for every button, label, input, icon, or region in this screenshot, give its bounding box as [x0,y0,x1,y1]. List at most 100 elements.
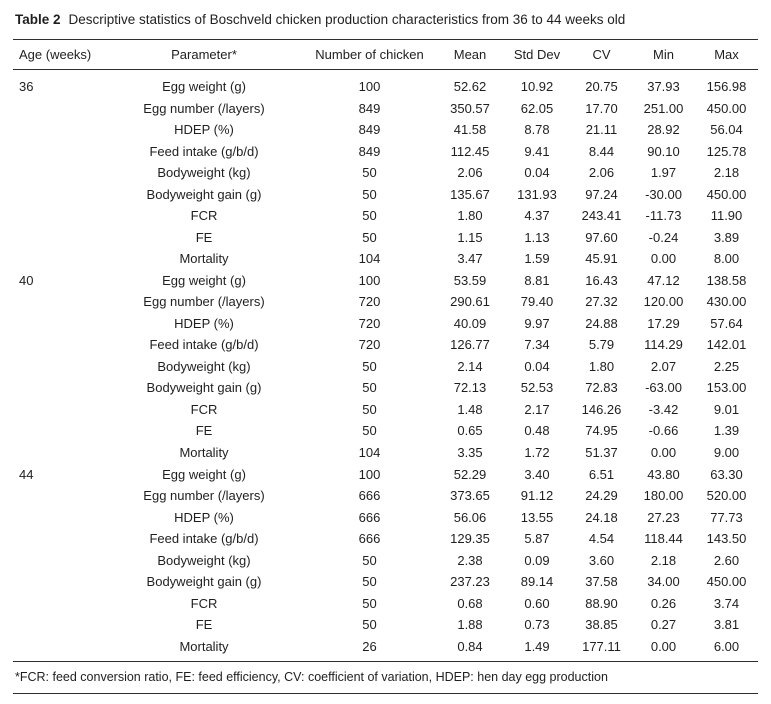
value-cell: 0.60 [524,595,550,611]
table-row: FE 50 1.15 1.13 97.60 -0.24 3.89 [13,227,758,249]
parameter-cell: Egg number (/layers) [143,100,265,116]
value-cell: 100 [358,272,381,288]
age-cell [13,98,106,120]
value-cell: 47.12 [647,272,680,288]
value-cell: 146.26 [581,401,622,417]
table-row: FCR 50 1.48 2.17 146.26 -3.42 9.01 [13,399,758,421]
value-cell: 52.29 [453,466,487,482]
parameter-cell: Feed intake (g/b/d) [149,531,259,547]
parameter-cell: Egg number (/layers) [143,488,265,504]
value-cell: 27.23 [647,509,680,525]
value-cell: 373.65 [450,488,490,504]
value-cell: 5.87 [524,531,550,547]
value-cell: 0.73 [524,617,550,633]
value-cell: 450.00 [706,100,747,116]
value-cell: 100 [358,79,381,95]
value-cell: 50 [362,186,377,202]
value-cell: -0.24 [648,229,679,245]
value-cell: 50 [362,401,377,417]
parameter-cell: FE [195,617,213,633]
table-row: Feed intake (g/b/d) 720 126.77 7.34 5.79 114.… [13,334,758,356]
parameter-cell: FCR [190,208,218,224]
value-cell: 2.07 [650,358,677,374]
parameter-cell: Bodyweight gain (g) [146,380,262,396]
value-cell: 91.12 [520,488,554,504]
value-cell: 177.11 [571,635,632,662]
age-cell [13,506,106,528]
value-cell: 45.91 [585,251,618,267]
value-cell: 57.64 [710,315,743,331]
value-cell: 0.00 [632,635,695,662]
value-cell: 129.35 [450,531,490,547]
value-cell: 180.00 [643,488,684,504]
value-cell: 0.00 [650,444,677,460]
parameter-cell: HDEP (%) [174,122,234,138]
table-header: Age (weeks) Parameter* Number of chicken… [13,39,758,71]
age-cell [13,528,106,550]
table-row: Mortality 104 3.35 1.72 51.37 0.00 9.00 [13,442,758,464]
value-cell: 72.83 [585,380,618,396]
value-cell: 849 [358,122,381,138]
table-footnote: *FCR: feed conversion ratio, FE: feed ef… [13,662,758,695]
age-cell [13,614,106,636]
table-row: 36 Egg weight (g) 100 52.62 10.92 20.75 37.93 1… [13,70,758,98]
value-cell: 88.90 [585,595,618,611]
value-cell: 40.09 [453,315,487,331]
value-cell: 1.97 [650,165,677,181]
value-cell: -3.42 [648,401,679,417]
value-cell: 4.54 [588,531,615,547]
value-cell: 37.93 [647,79,680,95]
value-cell: 20.75 [585,79,618,95]
value-cell: 38.85 [585,617,618,633]
table-header-row: Age (weeks) Parameter* Number of chicken… [13,39,758,71]
table-caption-text: Descriptive statistics of Boschveld chic… [68,12,626,27]
value-cell: 52.62 [453,79,487,95]
table-row: Mortality 26 0.84 1.49 177.11 0.00 6.00 [13,635,758,662]
table-row: Bodyweight gain (g) 50 135.67 131.93 97.24 -3… [13,184,758,206]
value-cell: 720 [358,294,381,310]
value-cell: 9.97 [524,315,550,331]
value-cell: 50 [362,208,377,224]
value-cell: 3.81 [713,617,740,633]
age-cell [13,571,106,593]
value-cell: 79.40 [520,294,554,310]
value-cell: 1.15 [457,229,483,245]
table-caption: Table 2 Descriptive statistics of Boschve… [13,9,758,39]
value-cell: 50 [362,574,377,590]
table-body: 36 Egg weight (g) 100 52.62 10.92 20.75 37.93 1… [13,70,758,662]
value-cell: 1.72 [524,444,550,460]
value-cell: 237.23 [450,574,490,590]
value-cell: 112.45 [450,143,490,159]
value-cell: 2.38 [457,552,483,568]
value-cell: 5.79 [588,337,615,353]
value-cell: 1.80 [457,208,483,224]
age-cell [13,205,106,227]
header-min: Min [632,39,695,71]
value-cell: 0.65 [457,423,483,439]
value-cell: 24.88 [585,315,618,331]
value-cell: 430.00 [706,294,747,310]
value-cell: 24.29 [585,488,618,504]
value-cell: 43.80 [647,466,680,482]
parameter-cell: Mortality [179,444,229,460]
parameter-cell: Bodyweight (kg) [157,165,251,181]
age-cell [13,141,106,163]
value-cell: 3.74 [713,595,740,611]
parameter-cell: FCR [190,595,218,611]
table-row: Egg number (/layers) 666 373.65 91.12 24.29 1… [13,485,758,507]
parameter-cell: Egg weight (g) [162,466,246,482]
value-cell: 26 [302,635,437,662]
parameter-cell: HDEP (%) [174,509,234,525]
value-cell: 50 [362,358,377,374]
value-cell: 97.24 [585,186,618,202]
parameter-cell: Feed intake (g/b/d) [149,143,259,159]
value-cell: 143.50 [706,531,747,547]
value-cell: 8.00 [713,251,740,267]
value-cell: 7.34 [524,337,550,353]
age-cell [13,420,106,442]
value-cell: 6.51 [588,466,615,482]
value-cell: 10.92 [520,79,554,95]
age-cell [13,377,106,399]
age-cell [13,593,106,615]
